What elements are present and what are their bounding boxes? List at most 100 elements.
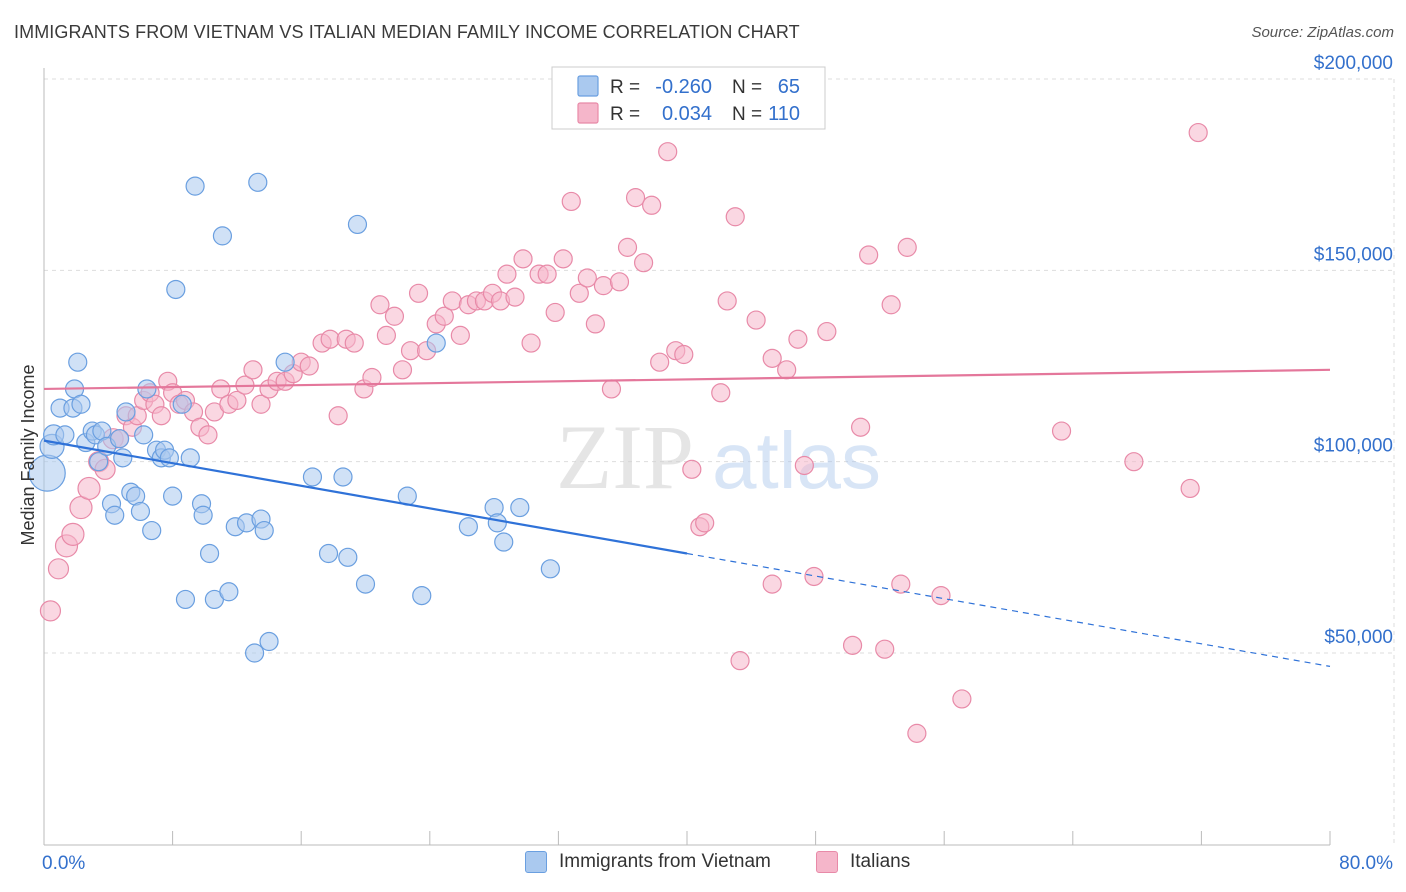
data-point-italians: [695, 513, 715, 533]
x-tick-labels: 0.0% 80.0%: [42, 853, 1393, 874]
legend-n-label-2: N =: [732, 104, 762, 125]
data-point-italians: [392, 360, 413, 380]
bottom-legend-swatch-pink: [816, 851, 838, 873]
legend-swatch-pink: [577, 102, 599, 124]
data-point-vietnam: [412, 585, 432, 606]
data-point-vietnam: [109, 429, 130, 449]
data-point-italians: [198, 425, 218, 445]
data-point-vietnam: [199, 543, 220, 564]
bottom-legend-vietnam: Immigrants from Vietnam: [525, 851, 771, 873]
data-point-italians: [851, 417, 871, 437]
data-point-vietnam: [68, 352, 88, 372]
data-point-italians: [717, 291, 737, 311]
data-point-vietnam: [130, 501, 151, 522]
data-point-vietnam: [487, 513, 507, 533]
data-point-italians: [362, 367, 382, 388]
data-point-italians: [251, 394, 271, 414]
legend-box: R = -0.260 N = 65 R = 0.034 N = 110: [551, 66, 826, 130]
data-point-vietnam: [458, 517, 478, 537]
data-point-italians: [77, 476, 101, 501]
legend-r-value-2: 0.034: [662, 103, 712, 125]
data-point-italians: [39, 600, 62, 622]
data-point-italians: [569, 283, 589, 303]
data-point-italians: [545, 302, 565, 323]
data-point-vietnam: [510, 497, 530, 518]
y-tick-label: $200,000: [1314, 53, 1393, 74]
data-point-vietnam: [71, 394, 91, 414]
data-point-italians: [442, 291, 462, 311]
data-point-italians: [746, 310, 766, 330]
data-point-italians: [875, 639, 895, 659]
data-point-italians: [243, 360, 263, 380]
x-tick-label-end: 80.0%: [1339, 853, 1393, 874]
data-point-vietnam: [172, 394, 192, 414]
data-point-italians: [891, 574, 911, 594]
data-point-vietnam: [355, 574, 376, 594]
data-point-italians: [434, 306, 454, 326]
data-point-italians: [47, 558, 70, 580]
data-point-vietnam: [105, 505, 125, 525]
bottom-legend-label-vietnam: Immigrants from Vietnam: [559, 851, 771, 872]
data-point-vietnam: [142, 520, 162, 541]
data-point-vietnam: [113, 448, 133, 468]
data-point-italians: [553, 249, 573, 269]
data-point-italians: [585, 314, 605, 334]
data-point-italians: [384, 306, 405, 326]
data-point-vietnam: [212, 226, 233, 246]
data-point-vietnam: [134, 425, 154, 445]
data-point-italians: [1188, 122, 1208, 143]
y-axis-label: Median Family Income: [18, 364, 38, 545]
bottom-legend-italians: Italians: [816, 851, 910, 873]
data-point-italians: [408, 283, 429, 303]
data-point-vietnam: [494, 532, 514, 552]
source-label: Source: ZipAtlas.com: [1251, 24, 1394, 41]
data-point-vietnam: [116, 402, 136, 422]
data-point-italians: [658, 142, 678, 162]
legend-n-value-2: 110: [768, 103, 800, 125]
data-point-italians: [762, 574, 782, 594]
data-point-italians: [674, 344, 694, 365]
data-point-italians: [227, 390, 247, 411]
trend-line-vietnam-dashed: [686, 552, 1331, 667]
data-point-italians: [711, 383, 731, 403]
data-point-italians: [211, 379, 231, 399]
series-vietnam: [28, 172, 560, 663]
data-point-vietnam: [540, 559, 560, 579]
y-tick-label: $100,000: [1314, 436, 1393, 457]
data-point-italians: [794, 455, 814, 476]
legend-r-value-1: -0.260: [655, 76, 712, 98]
legend-r-label-2: R =: [610, 104, 640, 125]
data-point-vietnam: [89, 452, 109, 472]
y-tick-labels: $50,000 $100,000 $150,000 $200,000: [1314, 53, 1393, 648]
data-point-italians: [561, 191, 581, 212]
chart-title: IMMIGRANTS FROM VIETNAM VS ITALIAN MEDIA…: [14, 22, 800, 42]
data-point-italians: [400, 341, 421, 361]
data-point-vietnam: [318, 543, 339, 564]
data-point-vietnam: [55, 425, 75, 445]
data-point-italians: [299, 356, 319, 376]
data-point-italians: [320, 329, 340, 349]
data-point-italians: [344, 333, 364, 353]
data-point-italians: [513, 249, 533, 269]
data-point-italians: [842, 635, 863, 655]
legend-n-label-1: N =: [732, 77, 762, 98]
data-point-italians: [650, 352, 670, 372]
data-point-vietnam: [338, 547, 358, 567]
data-point-italians: [505, 287, 525, 307]
bottom-legend-label-italians: Italians: [850, 851, 911, 872]
data-point-vietnam: [244, 643, 265, 663]
data-point-italians: [633, 253, 654, 273]
y-tick-label: $150,000: [1314, 244, 1393, 265]
data-point-vietnam: [259, 631, 279, 652]
data-point-italians: [897, 237, 917, 257]
data-point-vietnam: [248, 172, 268, 192]
data-point-vietnam: [185, 176, 205, 196]
data-point-italians: [1124, 452, 1144, 472]
data-point-italians: [537, 264, 557, 284]
bottom-legend: Immigrants from Vietnam Italians: [0, 851, 1406, 879]
data-point-vietnam: [333, 467, 353, 487]
data-point-vietnam: [193, 505, 213, 525]
data-point-italians: [370, 295, 390, 315]
y-tick-label: $50,000: [1324, 627, 1393, 648]
data-point-italians: [881, 295, 901, 315]
